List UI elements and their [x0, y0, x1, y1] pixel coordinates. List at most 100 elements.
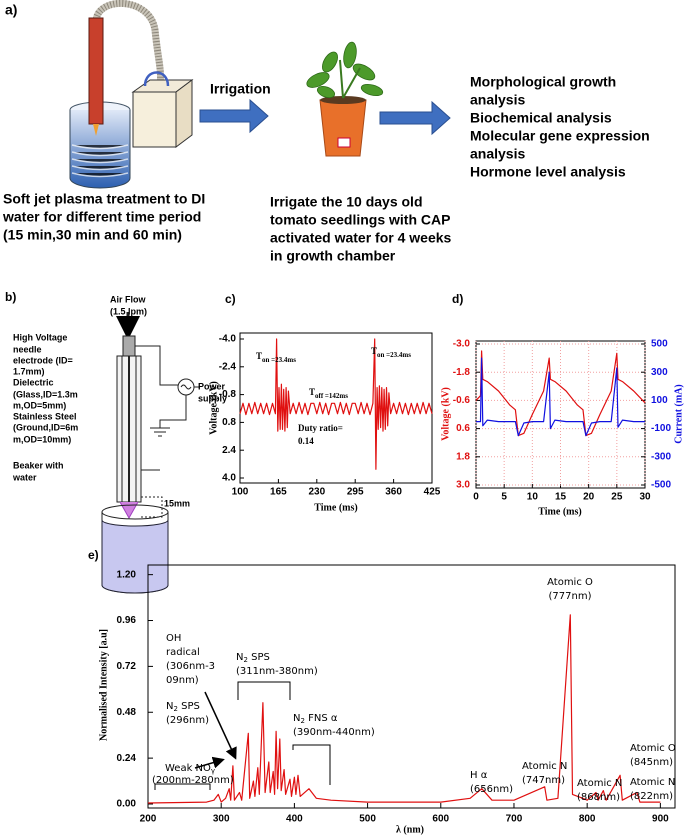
x-tick-label: 700 — [506, 814, 523, 825]
annotation-text: Duty ratio= — [298, 423, 343, 433]
plot-frame — [475, 340, 646, 489]
annotation-text: T — [371, 346, 377, 356]
annotation-text: 09nm) — [166, 675, 199, 686]
annotation: (845nm) — [630, 757, 673, 768]
x-tick-label: 400 — [286, 814, 303, 825]
chart: e) 200 300 400 500 600 700 800 900 0.00 0.24 0.48 0.… — [88, 548, 676, 835]
annotation-text: (777nm) — [549, 591, 592, 602]
plot-frame — [147, 564, 676, 809]
annotation-after: SPS — [248, 652, 270, 663]
panel-b-art — [101, 312, 200, 594]
x-tick-label: 300 — [213, 814, 230, 825]
y-tick-label: 500 — [651, 339, 668, 350]
x-tick-label: 25 — [611, 492, 623, 503]
annotation-text: OH — [166, 633, 181, 644]
label: m,OD=10mm) — [13, 434, 71, 444]
annotation: (311nm-380nm) — [236, 666, 318, 677]
annotation-sub: on =23.4ms — [377, 351, 411, 359]
x-tick-label: 5 — [501, 492, 507, 503]
outcome: analysis — [470, 146, 525, 162]
x-tick-label: 0 — [473, 492, 479, 503]
annotation: (822nm) — [630, 791, 673, 802]
data-line — [239, 338, 433, 470]
annotation: N2 SPS — [236, 652, 270, 664]
annotation: 0.14 — [298, 436, 314, 446]
y-tick-label: 0.8 — [222, 417, 236, 428]
arrow-label: Irrigation — [210, 81, 271, 97]
caption-line: Irrigate the 10 days old — [270, 194, 423, 210]
y-tick-label: -3.0 — [453, 339, 471, 350]
chart: d) 0 5 10 15 20 25 30 -3.0 -1.8 -0.6 0.6 1.8 3.0 500 30… — [440, 292, 684, 517]
x-tick-label: 360 — [385, 487, 402, 498]
x-tick-label: 10 — [527, 492, 539, 503]
label: electrode (ID= — [13, 355, 73, 365]
data-line — [147, 614, 661, 804]
y-tick-label: -500 — [651, 480, 671, 491]
outcome: Hormone level analysis — [470, 164, 626, 180]
annotation: (747nm) — [522, 775, 565, 786]
annotation: Atomic N — [522, 761, 567, 772]
annotation-text: (296nm) — [166, 715, 209, 726]
annotation: H α — [470, 770, 488, 781]
annotation: (777nm) — [549, 591, 592, 602]
chart: c) 100 165 230 295 360 425 -4.0 -2.4 -0.8 0.8 2.4 4.… — [208, 292, 440, 513]
y-tick-label: -2.4 — [219, 361, 237, 372]
label: (Ground,ID=6m — [13, 422, 78, 432]
annotation-sub: off =142ms — [315, 392, 348, 400]
x-tick-label: 100 — [232, 487, 249, 498]
y-tick-label: 1.8 — [456, 451, 470, 462]
panel-a-art — [69, 0, 451, 189]
y2-axis-label: Current (mA) — [673, 384, 684, 444]
caption-line: activated water for 4 weeks — [270, 230, 452, 246]
data-line — [475, 350, 646, 437]
label: Stainless Steel — [13, 411, 77, 421]
x-tick-label: 15 — [555, 492, 567, 503]
annotation-sub: 2 — [300, 717, 304, 725]
x-tick-label: 295 — [347, 487, 364, 498]
annotation-text: Atomic O — [547, 577, 593, 588]
y-tick-label: -300 — [651, 451, 671, 462]
label: Air Flow — [110, 294, 146, 304]
y-tick-label: -0.6 — [453, 395, 471, 406]
x-tick-label: 425 — [424, 487, 441, 498]
label: water — [12, 472, 37, 482]
x-tick-label: 20 — [583, 492, 595, 503]
y-tick-label: 300 — [651, 367, 668, 378]
label: needle — [13, 344, 42, 354]
x-axis-label: Time (ms) — [314, 502, 357, 513]
annotation: Weak NOγ — [165, 763, 215, 775]
annotation-text: (868nm) — [577, 792, 620, 803]
annotation: N2 SPS — [166, 701, 200, 713]
y-tick-label: -100 — [651, 423, 671, 434]
label: 1.7mm) — [13, 366, 45, 376]
annotation-text: T — [309, 387, 315, 397]
panel-label: e) — [88, 548, 99, 562]
annotation: (306nm-3 — [166, 661, 215, 672]
x-axis-label: λ (nm) — [396, 824, 424, 835]
y-tick-label: 0.24 — [117, 753, 137, 764]
annotation: (656nm) — [470, 784, 513, 795]
annotation: (296nm) — [166, 715, 209, 726]
caption-line: Soft jet plasma treatment to DI — [3, 191, 205, 207]
annotation-text: (845nm) — [630, 757, 673, 768]
y-tick-label: 0.96 — [117, 615, 137, 626]
annotation-after: SPS — [178, 701, 200, 712]
annotation-text: Atomic N — [630, 777, 675, 788]
outcome: analysis — [470, 92, 525, 108]
label: supply — [198, 393, 227, 403]
panel-label: d) — [452, 292, 463, 306]
panel-label: a) — [5, 2, 17, 18]
annotation-text: Weak NO — [165, 763, 211, 774]
label: (Glass,ID=1.3m — [13, 389, 78, 399]
y-axis-label: Voltage (kV) — [440, 387, 451, 441]
annotation-text: Atomic O — [630, 743, 676, 754]
label: Dielectric — [13, 377, 54, 387]
annotation: Atomic O — [630, 743, 676, 754]
annotation-sub: γ — [211, 767, 215, 775]
x-tick-label: 600 — [432, 814, 449, 825]
annotation: Atomic N — [577, 778, 622, 789]
y-tick-label: 100 — [651, 395, 668, 406]
label: High Voltage — [13, 332, 67, 342]
label: Beaker with — [13, 460, 64, 470]
annotation: (390nm-440nm) — [293, 727, 375, 738]
